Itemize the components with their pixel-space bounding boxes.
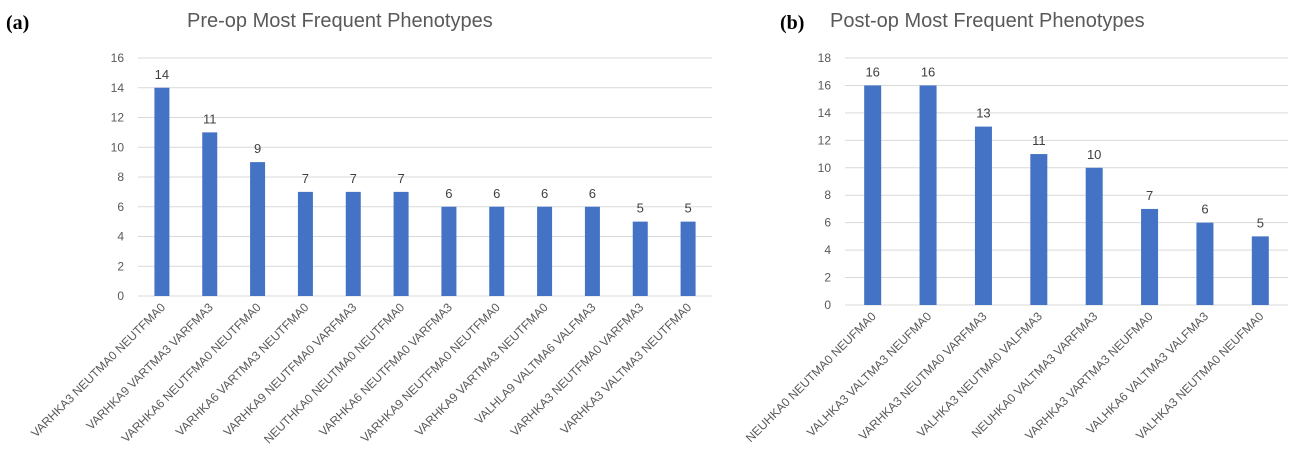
data-label: 6 xyxy=(541,186,548,201)
y-tick-label: 14 xyxy=(818,106,832,120)
y-tick-label: 16 xyxy=(818,78,832,92)
bar xyxy=(632,221,648,296)
bar xyxy=(1141,208,1159,305)
y-tick-label: 16 xyxy=(111,51,125,65)
y-tick-label: 12 xyxy=(111,111,125,125)
data-label: 11 xyxy=(203,111,217,126)
y-tick-label: 0 xyxy=(117,289,124,303)
panel-label: (a) xyxy=(6,12,30,34)
bar xyxy=(584,206,600,296)
chart-title: Pre-op Most Frequent Phenotypes xyxy=(187,10,493,32)
y-tick-label: 10 xyxy=(111,140,125,154)
data-label: 10 xyxy=(1087,147,1101,162)
y-tick-label: 2 xyxy=(117,259,124,273)
data-label: 11 xyxy=(1032,133,1046,148)
bar xyxy=(489,206,505,296)
data-label: 16 xyxy=(921,64,935,79)
bar xyxy=(1030,154,1048,305)
bar xyxy=(974,126,992,305)
y-tick-label: 18 xyxy=(818,51,832,65)
data-label: 6 xyxy=(493,186,500,201)
bar xyxy=(1251,236,1269,305)
chart-panel-post-op: (b) Post-op Most Frequent Phenotypes 0 2 4… xyxy=(740,0,1302,475)
y-tick-label: 10 xyxy=(818,161,832,175)
data-label: 6 xyxy=(445,186,452,201)
bar xyxy=(1196,222,1214,305)
y-tick-label: 2 xyxy=(824,271,831,285)
data-label: 5 xyxy=(1257,215,1264,230)
y-tick-label: 6 xyxy=(117,200,124,214)
bar xyxy=(250,162,266,296)
data-label: 7 xyxy=(302,171,309,186)
bar xyxy=(864,85,882,305)
data-label: 13 xyxy=(976,106,990,121)
y-tick-label: 8 xyxy=(824,188,831,202)
chart-panel-pre-op: (a) Pre-op Most Frequent Phenotypes 0 2 4 6… xyxy=(6,10,712,446)
bar xyxy=(154,87,170,296)
bar xyxy=(393,191,409,296)
bar xyxy=(680,221,696,296)
bar xyxy=(441,206,457,296)
panel-label: (b) xyxy=(780,12,805,34)
data-label: 9 xyxy=(254,141,261,156)
y-tick-label: 4 xyxy=(117,230,124,244)
data-label: 6 xyxy=(1201,202,1208,217)
y-tick-label: 0 xyxy=(824,298,831,312)
y-tick-label: 4 xyxy=(824,243,831,257)
bar xyxy=(345,191,361,296)
y-tick-label: 8 xyxy=(117,170,124,184)
data-label: 7 xyxy=(397,171,404,186)
y-tick-label: 12 xyxy=(818,133,832,147)
data-label: 5 xyxy=(637,201,644,216)
y-tick-label: 14 xyxy=(111,81,125,95)
y-tick-label: 6 xyxy=(824,216,831,230)
chart-title: Post-op Most Frequent Phenotypes xyxy=(830,10,1145,32)
bar xyxy=(1085,167,1103,305)
data-label: 5 xyxy=(684,201,691,216)
bar xyxy=(537,206,553,296)
data-label: 14 xyxy=(155,67,169,82)
bar xyxy=(297,191,313,296)
data-label: 7 xyxy=(350,171,357,186)
data-label: 16 xyxy=(865,64,879,79)
bar xyxy=(202,132,218,296)
bar xyxy=(919,85,937,305)
data-label: 7 xyxy=(1146,188,1153,203)
data-label: 6 xyxy=(589,186,596,201)
